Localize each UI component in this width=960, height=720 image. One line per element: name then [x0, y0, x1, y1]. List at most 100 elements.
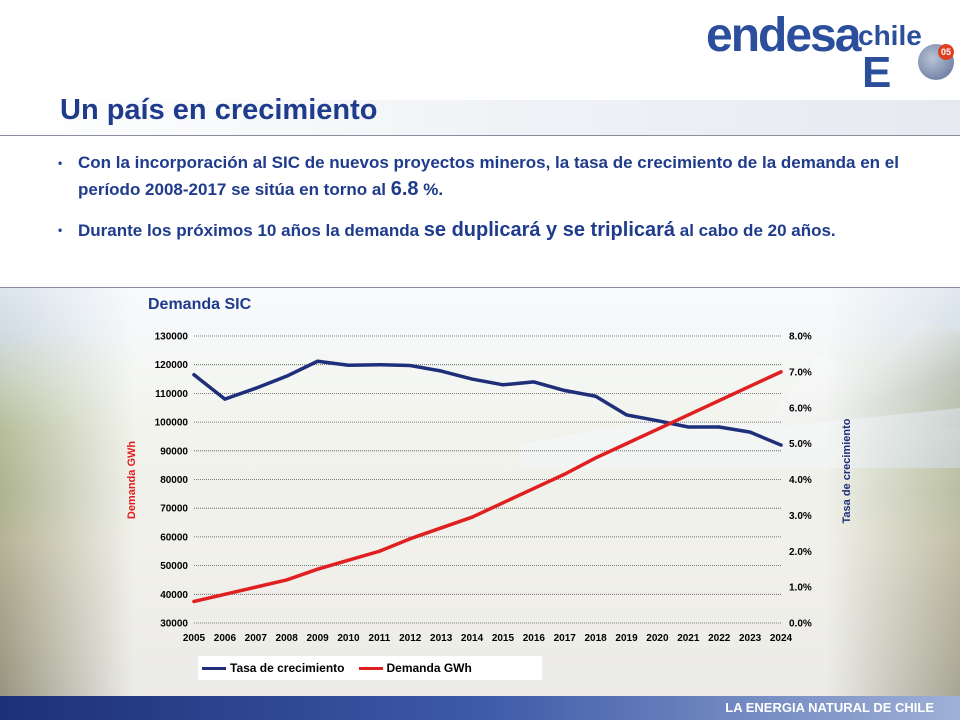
y-tick-left: 110000	[155, 389, 188, 400]
y-tick-right: 1.0%	[789, 583, 812, 594]
data-point	[408, 537, 412, 541]
legend-item: Tasa de crecimiento	[202, 661, 345, 675]
y-tick-left: 30000	[160, 619, 188, 630]
x-tick: 2023	[739, 633, 762, 644]
data-point	[315, 567, 320, 571]
x-tick: 2011	[369, 633, 391, 644]
x-tick: 2015	[492, 633, 515, 644]
data-point	[624, 413, 629, 417]
data-point	[439, 526, 443, 530]
data-point	[686, 413, 690, 417]
bullet-text-end: al cabo de 20 años.	[675, 221, 836, 240]
bullet-text: Durante los próximos 10 años la demanda	[78, 221, 424, 240]
y-tick-left: 70000	[160, 504, 188, 515]
x-tick: 2016	[523, 633, 546, 644]
x-tick: 2014	[461, 633, 484, 644]
data-point	[192, 599, 196, 604]
x-tick: 2019	[615, 633, 638, 644]
legend-swatch-red	[358, 666, 383, 670]
data-point	[501, 383, 505, 387]
data-point	[655, 427, 660, 431]
bullet-dot-icon: •	[58, 156, 63, 170]
x-tick: 2017	[554, 633, 577, 644]
y-tick-left: 80000	[160, 475, 188, 486]
bullet-item: • Con la incorporación al SIC de nuevos …	[58, 150, 908, 203]
data-point	[408, 363, 412, 368]
bullet-emphasis: se duplicará y se triplicará	[423, 219, 676, 241]
y-axis-right-label: Tasa de crecimiento	[841, 418, 853, 524]
y-tick-right: 3.0%	[789, 511, 812, 522]
y-tick-left: 60000	[160, 532, 188, 543]
data-point	[223, 592, 227, 596]
chart-canvas: 130000 120000 110000 100000 90000 80000 70000 6…	[155, 332, 812, 645]
data-point	[594, 394, 598, 398]
chart-legend: Tasa de crecimiento Demanda GWh	[198, 656, 542, 680]
x-tick: 2005	[183, 633, 206, 644]
bullet-dot-icon: •	[58, 223, 63, 237]
bullet-emphasis: 6.8	[390, 178, 419, 200]
data-point	[532, 380, 536, 384]
legend-label: Tasa de crecimiento	[230, 661, 345, 675]
x-tick: 2007	[245, 633, 268, 644]
bullet-text: Con la incorporación al SIC de nuevos pr…	[78, 153, 899, 199]
y-tick-left: 120000	[155, 360, 189, 371]
bullet-item: • Durante los próximos 10 años la demand…	[58, 217, 908, 244]
series-line-tasa	[192, 359, 783, 447]
chart-title: Demanda SIC	[148, 296, 252, 313]
y-axis-left-label: Demanda GWh	[126, 440, 138, 520]
y-tick-left: 90000	[160, 446, 188, 457]
y-tick-left: 100000	[155, 418, 189, 429]
data-point	[346, 558, 351, 562]
header-divider	[0, 135, 960, 136]
data-point	[717, 425, 721, 429]
endesa-chile-logo: endesa chile E 05	[700, 8, 955, 100]
data-point	[748, 430, 752, 434]
header-band	[0, 100, 960, 136]
data-point	[254, 585, 258, 589]
y-tick-right: 5.0%	[789, 439, 812, 450]
background-wash	[0, 288, 960, 696]
x-tick: 2021	[677, 633, 700, 644]
bullet-text-end: %.	[418, 180, 444, 199]
data-point	[532, 486, 536, 491]
x-tick: 2010	[337, 633, 360, 644]
data-point	[439, 369, 443, 373]
data-point	[285, 578, 289, 582]
data-point	[501, 501, 505, 505]
y-tick-right: 8.0%	[789, 332, 812, 343]
y-tick-left: 40000	[160, 590, 188, 601]
x-tick: 2018	[585, 633, 608, 644]
data-point	[192, 373, 196, 377]
data-point	[223, 397, 227, 401]
data-point	[563, 388, 567, 393]
data-point	[624, 442, 629, 446]
data-point	[377, 363, 381, 367]
data-point	[594, 456, 598, 460]
data-point	[470, 515, 474, 519]
data-point	[254, 386, 258, 390]
data-point	[346, 363, 351, 367]
data-point	[470, 377, 474, 381]
x-tick: 2013	[430, 633, 453, 644]
x-tick: 2008	[276, 633, 299, 644]
data-point	[315, 359, 320, 363]
logo-word: endesa	[706, 9, 861, 62]
logo-badge-tag: 05	[938, 44, 954, 60]
legend-swatch-navy	[202, 666, 226, 670]
data-point	[377, 549, 381, 553]
x-tick: 2006	[214, 633, 237, 644]
x-tick: 2009	[306, 633, 329, 644]
data-point	[779, 370, 783, 374]
logo-letter: E	[862, 48, 892, 97]
data-point	[655, 419, 660, 423]
data-point	[779, 443, 783, 447]
page-title: Un país en crecimiento	[60, 94, 378, 126]
bullet-list: • Con la incorporación al SIC de nuevos …	[58, 150, 908, 244]
y-tick-right: 4.0%	[789, 475, 812, 486]
data-point	[285, 374, 289, 378]
content-divider	[0, 287, 960, 288]
legend-label: Demanda GWh	[386, 661, 472, 675]
y-tick-left: 50000	[160, 561, 188, 572]
y-tick-right: 0.0%	[789, 619, 812, 630]
footer-text: LA ENERGIA NATURAL DE CHILE	[725, 700, 934, 715]
